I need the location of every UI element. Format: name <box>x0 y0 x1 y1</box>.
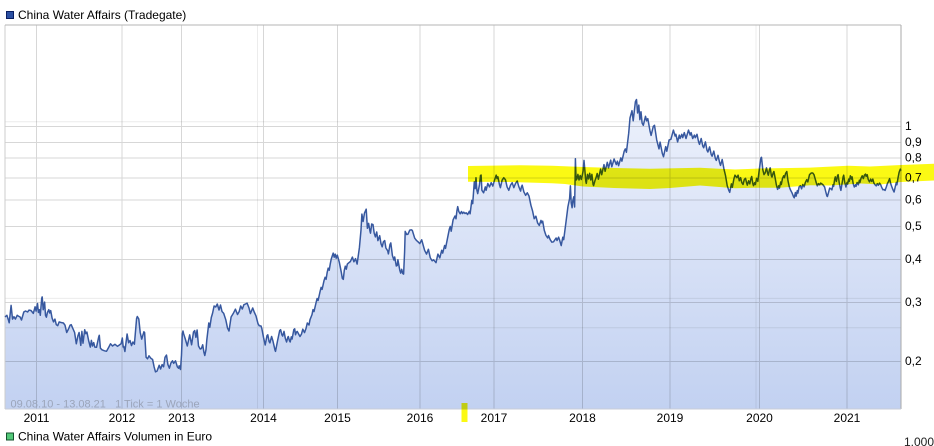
svg-text:1.000T: 1.000T <box>904 435 934 446</box>
svg-text:2017: 2017 <box>481 411 508 425</box>
svg-text:2021: 2021 <box>834 411 861 425</box>
svg-text:0,9: 0,9 <box>905 135 922 149</box>
svg-text:2015: 2015 <box>324 411 351 425</box>
svg-text:China Water Affairs (Tradegate: China Water Affairs (Tradegate) <box>18 8 186 22</box>
svg-text:2014: 2014 <box>250 411 277 425</box>
svg-text:09.08.10 - 13.08.21 1 Tick =: 09.08.10 - 13.08.21 1 Tick = 1 Woche <box>11 398 200 410</box>
svg-text:2018: 2018 <box>569 411 596 425</box>
svg-text:0,5: 0,5 <box>905 219 922 233</box>
svg-text:0,8: 0,8 <box>905 150 922 164</box>
svg-text:0,3: 0,3 <box>905 295 922 309</box>
svg-text:0,4: 0,4 <box>905 252 922 266</box>
svg-text:1: 1 <box>905 119 912 133</box>
svg-text:0,6: 0,6 <box>905 192 922 206</box>
svg-text:2016: 2016 <box>407 411 434 425</box>
svg-text:0,7: 0,7 <box>905 170 922 184</box>
svg-text:2020: 2020 <box>746 411 773 425</box>
svg-text:2012: 2012 <box>109 411 136 425</box>
svg-text:2013: 2013 <box>168 411 195 425</box>
svg-text:2011: 2011 <box>24 411 50 425</box>
svg-text:China Water Affairs Volumen in: China Water Affairs Volumen in Euro <box>18 430 212 444</box>
svg-text:0,2: 0,2 <box>905 354 922 368</box>
svg-text:2019: 2019 <box>657 411 684 425</box>
